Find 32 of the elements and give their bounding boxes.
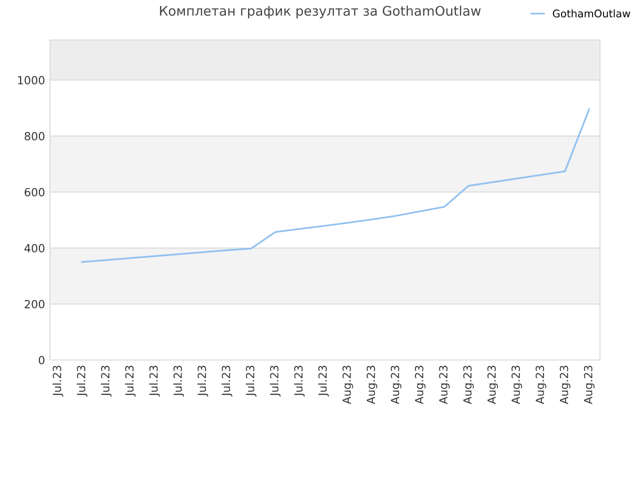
x-tick-label: Aug.23 [560,366,570,404]
line-series [81,108,590,263]
x-tick-label: Jul.23 [246,366,256,397]
x-tick-label: Jul.23 [270,366,281,397]
x-tick-label: Aug.23 [366,366,378,404]
x-tick-label: Jul.23 [294,366,305,397]
x-tick-label: Jul.23 [100,366,112,397]
y-tick-label: 400 [24,244,44,252]
x-tick-label: Aug.23 [512,366,522,404]
x-tick-label: Jul.23 [149,366,160,397]
x-tick-label: Aug.23 [536,366,546,404]
y-tick-label: 800 [24,132,44,140]
y-tick-label: 200 [24,300,44,308]
y-tick-label: 0 [38,356,44,364]
x-tick-label: Jul.23 [76,366,88,397]
x-tick-label: Aug.23 [463,366,474,404]
x-tick-label: Jul.23 [318,366,329,397]
x-tick-label: Jul.23 [197,366,208,397]
x-tick-label: Aug.23 [342,366,354,404]
x-tick-label: Jul.23 [52,366,64,397]
x-tick-label: Jul.23 [222,366,232,397]
chart-title: Комплетан график резултат за GothamOutlaw [160,6,481,18]
y-tick-label: 600 [24,188,44,196]
y-tick-label: 1000 [18,76,44,84]
x-tick-label: Aug.23 [414,366,426,404]
x-tick-label: Aug.23 [584,366,595,404]
x-tick-label: Aug.23 [487,366,498,404]
x-tick-label: Jul.23 [125,366,136,397]
x-tick-label: Jul.23 [173,366,184,397]
x-tick-label: Aug.23 [439,366,450,404]
x-tick-label: Aug.23 [390,366,402,404]
legend-label: GothamOutlaw [552,9,630,18]
